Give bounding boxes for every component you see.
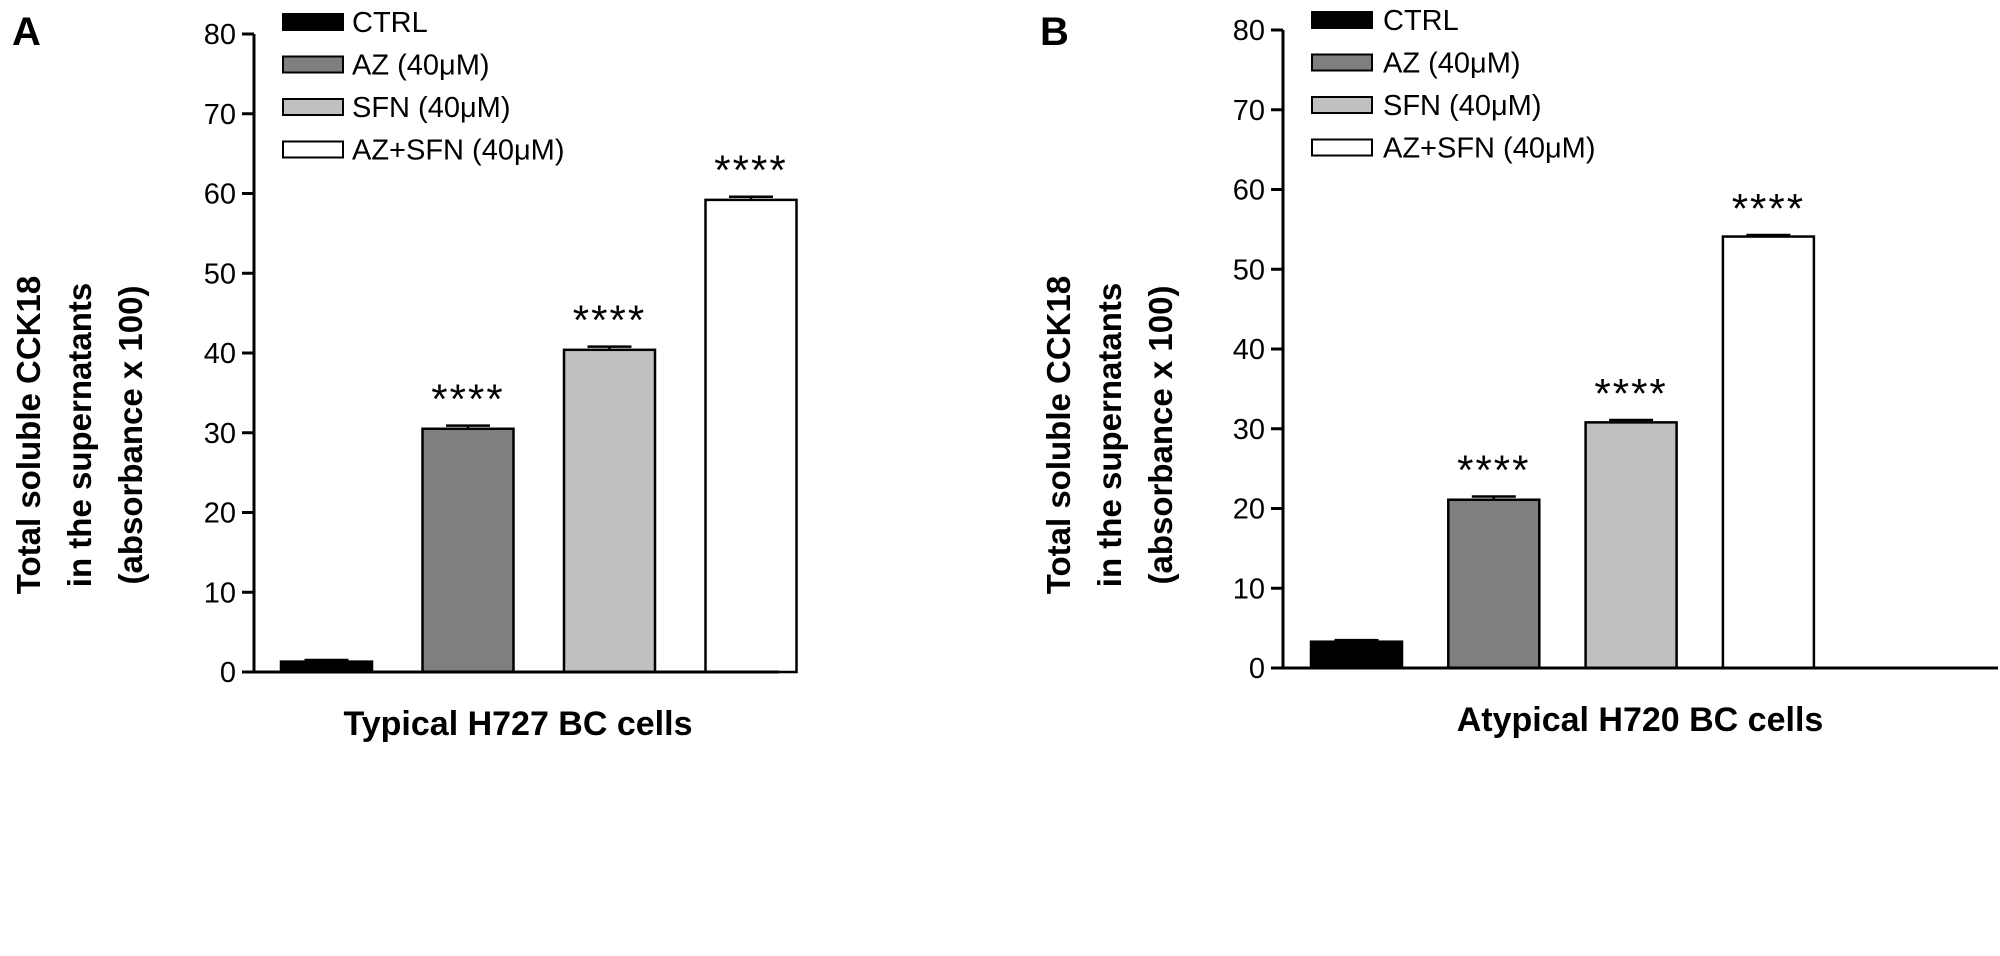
panel-a-legend-label: AZ (40μM) bbox=[352, 50, 490, 82]
panel-a-y-tick-label: 30 bbox=[204, 418, 236, 450]
panel-b-y-label-line-2: in the supernatants bbox=[1091, 283, 1128, 587]
panel-b-legend: CTRL AZ (40μM) SFN (40μM) AZ+SFN (40μM) bbox=[1311, 5, 1596, 165]
panel-b-significance-label: **** bbox=[1457, 447, 1530, 494]
panel-b-y-tick-label: 30 bbox=[1233, 414, 1265, 446]
panel-a-y-tick-label: 80 bbox=[204, 19, 236, 51]
panel-b-y-ticks: 0 10 20 30 40 50 60 70 80 bbox=[1233, 15, 1283, 685]
panel-a-legend-swatch bbox=[282, 98, 344, 116]
panel-b-y-label-line-3: (absorbance x 100) bbox=[1142, 286, 1179, 585]
panel-b-significance-label: **** bbox=[1594, 370, 1667, 417]
panel-b-y-tick-label: 80 bbox=[1233, 15, 1265, 47]
panel-a: A Total soluble CCK18 in the supernatant… bbox=[10, 7, 798, 743]
panel-a-y-tick-label: 70 bbox=[204, 99, 236, 131]
panel-a-y-tick-label: 0 bbox=[220, 657, 236, 689]
panel-b-y-tick-label: 70 bbox=[1233, 95, 1265, 127]
panel-b-y-tick-label: 60 bbox=[1233, 175, 1265, 207]
panel-a-bar bbox=[704, 198, 798, 674]
panel-a-legend-label: CTRL bbox=[352, 7, 428, 39]
panel-a-legend-label: SFN (40μM) bbox=[352, 92, 511, 124]
panel-a-significance-label: **** bbox=[714, 147, 787, 194]
panel-a-legend-swatch bbox=[282, 55, 344, 74]
panel-a-y-label-line-3: (absorbance x 100) bbox=[112, 286, 149, 585]
panel-a-legend-swatch bbox=[282, 140, 344, 159]
panel-b-y-tick-label: 20 bbox=[1233, 494, 1265, 526]
panel-a-bar bbox=[279, 660, 374, 674]
panel-b-legend-swatch bbox=[1311, 138, 1373, 157]
panel-b-legend-label: SFN (40μM) bbox=[1383, 90, 1542, 122]
panel-b-bars: **** **** **** bbox=[1309, 185, 1816, 670]
panel-b-y-label-line-1: Total soluble CCK18 bbox=[1040, 276, 1077, 594]
panel-a-y-label-line-1: Total soluble CCK18 bbox=[10, 276, 47, 594]
panel-b-legend-swatch bbox=[1311, 11, 1373, 29]
panel-a-y-tick-label: 40 bbox=[204, 338, 236, 370]
panel-b-bar bbox=[1721, 235, 1816, 670]
panel-a-y-ticks: 0 10 20 30 40 50 60 70 80 bbox=[204, 19, 254, 689]
panel-a-bar bbox=[562, 348, 657, 674]
panel-a-y-label-line-2: in the supernatants bbox=[61, 283, 98, 587]
panel-b-bar bbox=[1584, 421, 1678, 670]
panel-b-letter: B bbox=[1040, 10, 1069, 54]
panel-a-letter: A bbox=[12, 10, 41, 54]
panel-a-legend-label: AZ+SFN (40μM) bbox=[352, 135, 565, 167]
panel-a-significance-label: **** bbox=[431, 376, 504, 423]
panel-a-legend-swatch bbox=[282, 13, 344, 31]
panel-b-legend-swatch bbox=[1311, 96, 1373, 114]
panel-b-legend-label: AZ+SFN (40μM) bbox=[1383, 133, 1596, 165]
panel-a-y-axis-label: Total soluble CCK18 in the supernatants … bbox=[10, 276, 149, 594]
panel-b-y-tick-label: 50 bbox=[1233, 254, 1265, 286]
panel-a-y-tick-label: 60 bbox=[204, 179, 236, 211]
panel-b-legend-swatch bbox=[1311, 53, 1373, 72]
panel-b-y-tick-label: 0 bbox=[1249, 653, 1265, 685]
panel-b-x-axis-title: Atypical H720 BC cells bbox=[1457, 701, 1824, 739]
panel-a-y-tick-label: 20 bbox=[204, 498, 236, 530]
panel-a-legend: CTRL AZ (40μM) SFN (40μM) AZ+SFN (40μM) bbox=[282, 7, 565, 167]
panel-b-y-tick-label: 40 bbox=[1233, 334, 1265, 366]
panel-b: B Total soluble CCK18 in the supernatant… bbox=[1040, 5, 1998, 739]
panel-a-y-tick-label: 50 bbox=[204, 258, 236, 290]
panel-b-y-tick-label: 10 bbox=[1233, 573, 1265, 605]
panel-a-bars: **** **** **** bbox=[279, 147, 798, 674]
panel-a-significance-label: **** bbox=[573, 297, 646, 344]
panel-b-bar bbox=[1309, 640, 1404, 670]
panel-b-legend-label: CTRL bbox=[1383, 5, 1459, 37]
panel-b-bar bbox=[1447, 498, 1541, 670]
panel-b-y-axis-label: Total soluble CCK18 in the supernatants … bbox=[1040, 276, 1179, 594]
panel-a-y-tick-label: 10 bbox=[204, 577, 236, 609]
panel-a-x-axis-title: Typical H727 BC cells bbox=[344, 705, 693, 743]
panel-b-significance-label: **** bbox=[1732, 185, 1805, 232]
panel-b-legend-label: AZ (40μM) bbox=[1383, 48, 1521, 80]
panel-a-bar bbox=[421, 427, 515, 674]
